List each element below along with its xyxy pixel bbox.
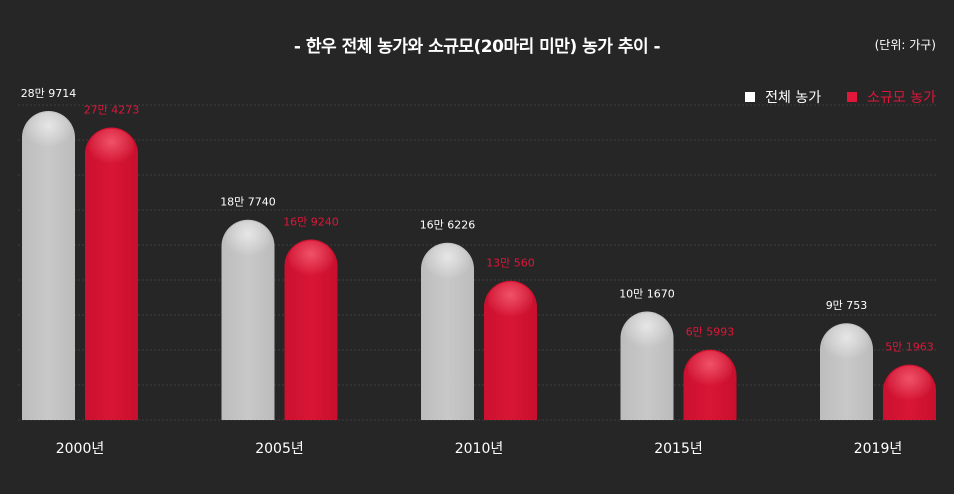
- data-label-total: 16만 6226: [420, 219, 476, 232]
- bar-total: [22, 110, 75, 421]
- bar-highlight: [225, 221, 271, 259]
- bar-small: [284, 239, 338, 420]
- x-tick-label: 2019년: [854, 441, 903, 457]
- legend-item-total: 전체 농가: [745, 87, 821, 107]
- bar-highlight: [88, 128, 135, 166]
- legend-swatch-total: [745, 92, 756, 102]
- data-label-total: 18만 7740: [220, 196, 276, 209]
- data-label-total: 28만 9714: [21, 87, 77, 100]
- bar-highlight: [624, 312, 670, 350]
- legend-label-small: 소규모 농가: [867, 90, 936, 106]
- data-label-small: 13만 560: [486, 257, 535, 270]
- bar-highlight: [25, 112, 72, 150]
- unit-label: (단위: 가구): [874, 38, 936, 52]
- bar-highlight: [687, 350, 733, 389]
- x-tick-label: 2010년: [455, 441, 504, 457]
- legend-label-total: 전체 농가: [765, 90, 822, 106]
- bar-highlight: [424, 244, 471, 282]
- bar-total: [221, 219, 275, 420]
- data-label-total: 9만 753: [826, 299, 868, 312]
- data-label-small: 16만 9240: [283, 215, 339, 228]
- bar-small: [85, 127, 138, 420]
- data-label-small: 5만 1963: [885, 341, 934, 354]
- bar-highlight: [288, 240, 334, 278]
- legend: 전체 농가 소규모 농가: [719, 87, 936, 107]
- bar-highlight: [823, 324, 870, 362]
- bar-highlight: [487, 282, 534, 320]
- bar-total: [421, 242, 474, 420]
- x-tick-label: 2005년: [255, 441, 304, 457]
- data-label-small: 27만 4273: [84, 103, 140, 116]
- bar-highlight: [886, 365, 933, 403]
- x-tick-label: 2000년: [56, 441, 105, 457]
- legend-swatch-small: [847, 92, 858, 102]
- data-label-small: 6만 5993: [686, 326, 735, 339]
- x-tick-label: 2015년: [654, 441, 703, 457]
- data-label-total: 10만 1670: [619, 288, 675, 301]
- chart-title: - 한우 전체 농가와 소규모(20마리 미만) 농가 추이 -: [293, 37, 661, 57]
- legend-item-small: 소규모 농가: [847, 87, 936, 107]
